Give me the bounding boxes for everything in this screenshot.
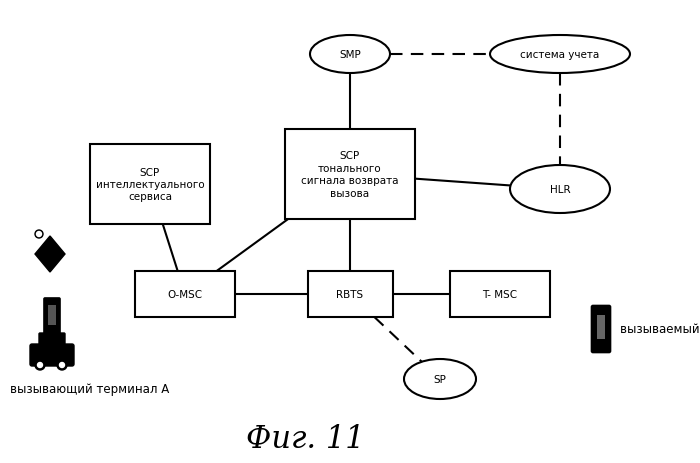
Ellipse shape <box>404 359 476 399</box>
Text: T- MSC: T- MSC <box>482 289 517 300</box>
Text: SCP
интеллектуального
сервиса: SCP интеллектуального сервиса <box>96 167 204 202</box>
Text: SCP
тонального
сигнала возврата
вызова: SCP тонального сигнала возврата вызова <box>301 151 399 198</box>
FancyBboxPatch shape <box>90 144 210 225</box>
Circle shape <box>60 363 64 368</box>
Ellipse shape <box>510 166 610 213</box>
Circle shape <box>38 363 43 368</box>
Circle shape <box>57 360 67 370</box>
FancyBboxPatch shape <box>30 344 74 366</box>
Text: RBTS: RBTS <box>337 289 363 300</box>
Ellipse shape <box>310 36 390 74</box>
Text: Фиг. 11: Фиг. 11 <box>246 424 364 455</box>
Text: HLR: HLR <box>550 185 570 194</box>
FancyBboxPatch shape <box>135 271 235 317</box>
FancyBboxPatch shape <box>592 306 610 353</box>
FancyBboxPatch shape <box>307 271 393 317</box>
Circle shape <box>35 231 43 238</box>
Text: система учета: система учета <box>520 50 600 60</box>
FancyBboxPatch shape <box>450 271 550 317</box>
Circle shape <box>36 232 41 237</box>
FancyBboxPatch shape <box>48 305 56 325</box>
Text: вызываемый терминал В: вызываемый терминал В <box>620 323 700 336</box>
Text: SMP: SMP <box>339 50 361 60</box>
Text: вызывающий терминал А: вызывающий терминал А <box>10 383 169 396</box>
Ellipse shape <box>490 36 630 74</box>
Polygon shape <box>35 237 65 272</box>
Text: SP: SP <box>433 374 447 384</box>
FancyBboxPatch shape <box>285 130 415 219</box>
Text: O-MSC: O-MSC <box>167 289 202 300</box>
FancyBboxPatch shape <box>597 315 605 339</box>
Circle shape <box>35 360 45 370</box>
FancyBboxPatch shape <box>44 298 60 336</box>
FancyBboxPatch shape <box>39 333 65 349</box>
